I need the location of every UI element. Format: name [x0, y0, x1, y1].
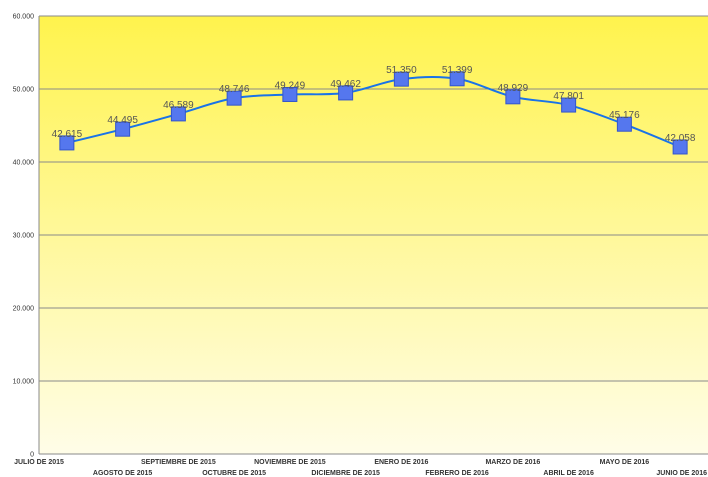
data-point — [449, 71, 465, 87]
x-tick-label: DICIEMBRE DE 2015 — [311, 470, 380, 477]
data-point — [505, 89, 521, 105]
x-tick-label: ENERO DE 2016 — [374, 459, 428, 466]
x-tick-label: JULIO DE 2015 — [14, 459, 64, 466]
y-tick-label: 40.000 — [13, 160, 35, 167]
y-tick-label: 30.000 — [13, 233, 35, 240]
data-label: 51.399 — [442, 65, 473, 76]
y-tick-label: 0 — [30, 452, 34, 459]
x-axis: JULIO DE 2015 AGOSTO DE 2015 SEPTIEMBRE DE… — [14, 459, 707, 477]
data-label: 42.058 — [665, 133, 696, 144]
x-tick-label: MAYO DE 2016 — [600, 459, 650, 466]
data-label: 42.615 — [52, 129, 83, 140]
data-label: 49.462 — [330, 79, 361, 90]
data-label: 45.176 — [609, 110, 640, 121]
data-point — [561, 97, 577, 113]
x-tick-label: AGOSTO DE 2015 — [93, 470, 153, 477]
data-label: 44.495 — [107, 115, 138, 126]
y-tick-label: 10.000 — [13, 379, 35, 386]
data-label: 46.589 — [163, 100, 194, 111]
y-tick-label: 20.000 — [13, 306, 35, 313]
series-markers — [59, 71, 688, 155]
gridlines — [38, 15, 708, 455]
data-label: 47.801 — [553, 91, 584, 102]
y-tick-label: 60.000 — [13, 14, 35, 21]
data-label: 49.249 — [275, 80, 306, 91]
x-tick-label: NOVIEMBRE DE 2015 — [254, 459, 326, 466]
data-point — [338, 85, 354, 101]
x-tick-label: SEPTIEMBRE DE 2015 — [141, 459, 216, 466]
data-point — [672, 139, 688, 155]
data-point — [115, 121, 131, 137]
data-point — [393, 71, 409, 87]
data-point — [59, 135, 75, 151]
data-label: 51.350 — [386, 65, 417, 76]
data-label: 48.746 — [219, 84, 250, 95]
data-point — [170, 106, 186, 122]
data-label: 48.929 — [498, 83, 529, 94]
x-tick-label: JUNIO DE 2016 — [656, 470, 707, 477]
x-tick-label: FEBRERO DE 2016 — [425, 470, 489, 477]
data-point — [226, 90, 242, 106]
y-tick-label: 50.000 — [13, 87, 35, 94]
x-tick-label: MARZO DE 2016 — [485, 459, 540, 466]
data-point — [282, 86, 298, 102]
data-labels: 42.615 44.495 46.589 48.746 49.249 49.462 51.3… — [52, 65, 696, 144]
data-point — [616, 116, 632, 132]
y-axis: 0 10.000 20.000 30.000 40.000 50.000 60.000 — [13, 14, 35, 459]
x-tick-label: ABRIL DE 2016 — [543, 470, 594, 477]
x-tick-label: OCTUBRE DE 2015 — [202, 470, 266, 477]
